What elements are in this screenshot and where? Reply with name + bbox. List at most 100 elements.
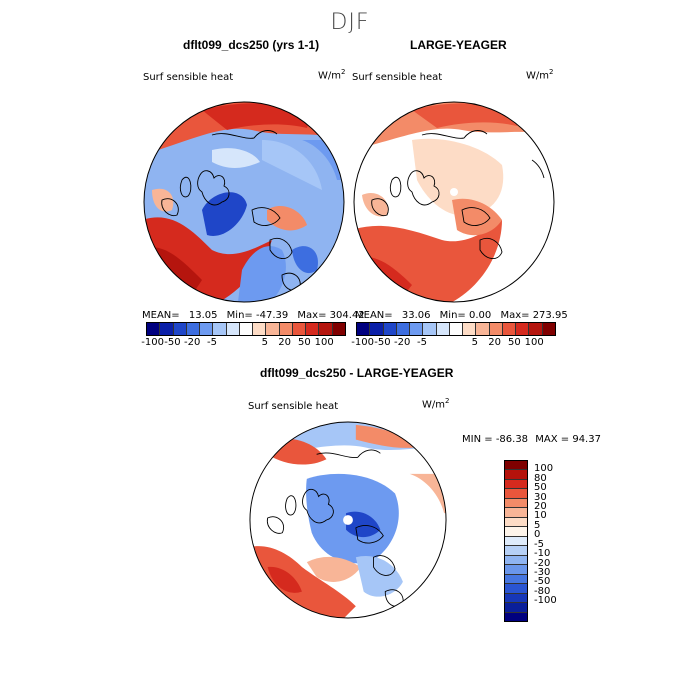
diff-colorbar-tick-label: -5 <box>534 538 544 550</box>
diff-units: W/m2 <box>422 397 449 410</box>
diff-units-exp: 2 <box>445 397 450 405</box>
diff-colorbar-swatch <box>505 479 527 490</box>
right-mean-value: 33.06 <box>401 310 431 321</box>
left-colorbar-tick-label: 50 <box>298 337 311 348</box>
right-colorbar-swatch <box>423 323 437 335</box>
right-colorbar-tick-label: -5 <box>417 337 427 348</box>
left-colorbar-swatch <box>319 323 333 335</box>
right-colorbar-swatch <box>529 323 543 335</box>
diff-colorbar-tick-label: 10 <box>534 510 547 522</box>
diff-max-label: MAX = <box>535 434 570 445</box>
diff-colorbar-swatch <box>505 565 527 575</box>
left-colorbar-swatch <box>332 323 345 335</box>
season-title: DJF <box>330 10 370 35</box>
right-colorbar-tick-label: 50 <box>508 337 521 348</box>
diff-colorbar-swatch <box>505 498 527 509</box>
right-colorbar-tick-label: -100 <box>351 337 374 348</box>
diff-stats: MIN = -86.38 MAX = 94.37 <box>462 434 601 445</box>
diff-units-text: W/m <box>422 399 445 411</box>
right-colorbar-swatch <box>357 323 371 335</box>
right-max-value: 273.95 <box>532 310 568 321</box>
diff-colorbar-tick-label: 20 <box>534 501 547 513</box>
diff-colorbar-tick-label: 5 <box>534 519 541 531</box>
diff-colorbar-tick-label: -80 <box>534 585 551 597</box>
right-mean-label: MEAN= <box>355 310 393 321</box>
left-mean-value: 13.05 <box>188 310 218 321</box>
right-colorbar-tick-label: -50 <box>374 337 391 348</box>
right-colorbar-tick-label: 5 <box>471 337 478 348</box>
right-min-label: Min= <box>439 310 466 321</box>
left-min-label: Min= <box>226 310 253 321</box>
right-colorbar <box>356 322 556 336</box>
left-units-exp: 2 <box>341 68 346 76</box>
diff-min-label: MIN = <box>462 434 493 445</box>
left-max-label: Max= <box>297 310 327 321</box>
left-panel-title: dflt099_dcs250 (yrs 1-1) <box>183 38 320 52</box>
diff-colorbar-swatch <box>505 527 527 537</box>
left-units-text: W/m <box>318 70 341 82</box>
left-colorbar-labels: -100 -50 -20 -5 5 20 50 100 <box>141 337 344 349</box>
right-colorbar-swatch <box>476 323 490 335</box>
diff-panel-title: dflt099_dcs250 - LARGE-YEAGER <box>260 366 454 380</box>
diff-colorbar-tick-label: 100 <box>534 463 554 475</box>
right-colorbar-tick-label: 100 <box>524 337 544 348</box>
diff-colorbar-tick-label: -100 <box>534 595 557 607</box>
left-colorbar-tick-label: 5 <box>261 337 268 348</box>
diff-colorbar-swatch <box>505 461 527 471</box>
right-max-label: Max= <box>500 310 530 321</box>
diff-colorbar-swatch <box>505 584 527 594</box>
left-colorbar-tick-label: -20 <box>184 337 201 348</box>
left-colorbar <box>146 322 346 336</box>
left-colorbar-swatch <box>279 323 293 335</box>
right-colorbar-tick-label: -20 <box>394 337 411 348</box>
right-panel-title: LARGE-YEAGER <box>410 38 507 52</box>
left-colorbar-swatch <box>200 323 214 335</box>
left-polar-map <box>143 101 345 303</box>
left-colorbar-swatch <box>253 323 267 335</box>
right-min-value: 0.00 <box>468 310 492 321</box>
right-units: W/m2 <box>526 68 553 81</box>
left-stats: MEAN= 13.05 Min= -47.39 Max= 304.42 <box>142 310 365 321</box>
diff-colorbar-tick-label: 50 <box>534 482 547 494</box>
diff-colorbar <box>504 460 528 622</box>
right-units-text: W/m <box>526 70 549 82</box>
left-colorbar-tick-label: -50 <box>164 337 181 348</box>
right-colorbar-swatch <box>396 323 411 335</box>
left-colorbar-swatch <box>147 323 161 335</box>
left-colorbar-swatch <box>266 323 280 335</box>
diff-colorbar-swatch <box>505 612 527 621</box>
diff-colorbar-tick-label: 80 <box>534 472 547 484</box>
right-stats: MEAN= 33.06 Min= 0.00 Max= 273.95 <box>355 310 568 321</box>
diff-colorbar-swatch <box>505 536 527 547</box>
left-colorbar-tick-label: -5 <box>207 337 217 348</box>
diff-min-value: -86.38 <box>495 434 529 445</box>
left-max-value: 304.42 <box>329 310 365 321</box>
left-colorbar-swatch <box>226 323 240 335</box>
right-colorbar-swatch <box>410 323 424 335</box>
diff-colorbar-tick-label: 0 <box>534 529 541 541</box>
diff-colorbar-swatch <box>505 470 527 480</box>
left-colorbar-tick-label: -100 <box>141 337 164 348</box>
right-colorbar-tick-label: 20 <box>488 337 501 348</box>
diff-colorbar-swatch <box>505 508 527 518</box>
right-colorbar-swatch <box>502 323 517 335</box>
right-colorbar-swatch <box>449 323 464 335</box>
diff-colorbar-swatch <box>505 555 527 566</box>
left-mean-label: MEAN= <box>142 310 180 321</box>
left-colorbar-swatch <box>186 323 201 335</box>
right-colorbar-swatch <box>489 323 503 335</box>
right-units-exp: 2 <box>549 68 554 76</box>
right-colorbar-swatch <box>516 323 530 335</box>
diff-colorbar-labels: 100 80 50 30 20 10 5 0 -5 -10 -20 -30 -50 -80 -100 <box>534 460 574 620</box>
right-colorbar-swatch <box>370 323 384 335</box>
right-colorbar-swatch <box>463 323 477 335</box>
diff-colorbar-swatch <box>505 574 527 585</box>
left-field-label: Surf sensible heat <box>143 72 234 83</box>
diff-colorbar-swatch <box>505 593 527 604</box>
diff-colorbar-swatch <box>505 489 527 499</box>
diff-colorbar-swatch <box>505 603 527 613</box>
diff-polar-map <box>249 421 447 619</box>
left-colorbar-swatch <box>213 323 227 335</box>
left-colorbar-swatch <box>160 323 174 335</box>
diff-colorbar-tick-label: -20 <box>534 557 551 569</box>
